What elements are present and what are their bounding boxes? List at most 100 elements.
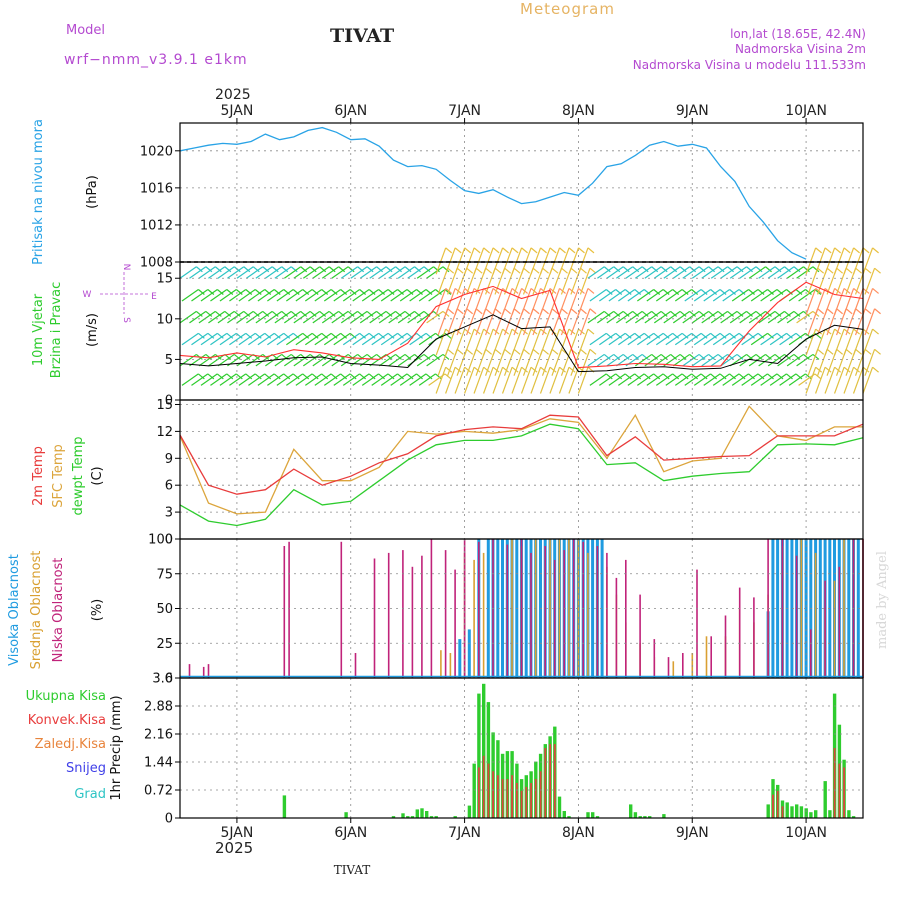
wind-barb-staff <box>843 247 855 275</box>
y-tick-label: 3 <box>165 506 173 521</box>
y-tick-label: 15 <box>156 272 173 287</box>
wind-barb-feather <box>245 289 253 295</box>
elevation-label: Nadmorska Visina 2m <box>735 42 866 56</box>
wind-barb-staff <box>655 373 674 386</box>
wind-barb-feather <box>679 310 687 317</box>
precip-bar-conv <box>772 794 774 818</box>
wind-barb-staff <box>777 266 795 279</box>
cloud-bar-low <box>596 546 599 678</box>
panel-frames <box>179 122 864 819</box>
cloud-panel: 0 25 50 75 100 Visoka Oblacnost Srednja Obla… <box>7 533 864 687</box>
cloud-bar-mid <box>800 539 803 678</box>
wind-barb-feather <box>700 289 708 295</box>
wind-barb-staff <box>796 353 814 367</box>
wind-barb-staff <box>314 332 332 346</box>
cloud-bar-low <box>838 566 841 678</box>
wind-barb-feather <box>845 267 853 274</box>
wind-barb-feather <box>330 373 338 380</box>
wind-barb-feather <box>338 353 346 360</box>
wind-barb-staff <box>464 366 475 394</box>
wind-barb-feather <box>494 348 502 355</box>
wind-barb-staff <box>653 310 672 324</box>
wind-barb-staff <box>435 328 447 356</box>
wind-barb-staff <box>333 373 351 386</box>
wind-barb-staff <box>399 289 417 302</box>
wind-barb-feather <box>395 266 402 273</box>
wind-barb-feather <box>672 332 680 339</box>
wind-barb-staff <box>701 310 719 324</box>
cloud-bar-low <box>572 539 575 678</box>
top-date-label: 9JAN <box>676 103 709 119</box>
precip-bars <box>282 683 856 818</box>
top-date-label: 6JAN <box>334 103 367 119</box>
wind-barb-feather <box>748 289 755 295</box>
wind-barb-feather <box>485 348 493 355</box>
wind-barb-feather <box>395 353 402 360</box>
wind-barb-feather <box>376 310 384 317</box>
cloud-bar-low <box>824 580 826 678</box>
top-date-axis: 5JAN 6JAN 7JAN 8JAN 9JAN 10JAN <box>220 103 827 123</box>
wind-barb-feather <box>423 353 431 360</box>
wind-barb-feather <box>540 366 547 373</box>
wind-barb-feather <box>719 289 727 295</box>
wind-barb-staff <box>568 247 580 275</box>
cloud-bar-high <box>600 539 604 678</box>
wind-barb-feather <box>874 267 881 274</box>
precip-frz-label: Zaledj.Kisa <box>35 737 106 752</box>
y-tick-label: 100 <box>148 533 173 548</box>
wind-barb-staff <box>712 373 730 386</box>
wind-barb-feather <box>561 267 568 274</box>
wind-barb-feather <box>387 332 395 339</box>
cloud-bar-low <box>188 664 191 678</box>
wind-barb-feather <box>613 353 621 360</box>
wind-barb-staff <box>577 247 589 275</box>
wind-barb-feather <box>765 310 772 317</box>
temperature-unit-label: (C) <box>90 466 105 485</box>
wind-barb-feather <box>483 247 491 254</box>
wind-barb-staff <box>558 366 570 394</box>
wind-barb-staff <box>473 288 485 315</box>
wind-barb-staff <box>862 288 874 315</box>
wind-barb-feather <box>736 353 744 360</box>
wind-barb-staff <box>210 289 228 302</box>
wind-barb-staff <box>843 366 855 394</box>
wind-barb-staff <box>255 266 273 279</box>
wind-barb-feather <box>864 348 872 355</box>
cloud-bar-mid <box>843 539 845 678</box>
wind-barb-feather <box>226 332 234 339</box>
y-tick-label: 1012 <box>140 218 173 233</box>
wind-barb-staff <box>682 266 700 279</box>
wind-barb-feather <box>834 366 842 373</box>
wind-barb-staff <box>589 373 607 386</box>
wind-barb-feather <box>397 289 404 295</box>
precip-bar-total <box>648 816 652 818</box>
wind-barb-feather <box>765 266 772 273</box>
wind-barb-staff <box>722 332 740 346</box>
cloud-bar-low <box>283 546 286 678</box>
wind-barb-staff <box>210 373 228 386</box>
cloud-bar-high <box>467 629 471 678</box>
wind-barb-feather <box>698 310 706 317</box>
wind-barb-feather <box>717 353 725 360</box>
wind-barb-staff <box>361 332 379 346</box>
precip-bar-conv <box>487 763 490 818</box>
wind-barb-feather <box>195 310 203 317</box>
wind-barb-feather <box>784 266 791 273</box>
y-tick-label: 0 <box>165 672 173 687</box>
precip-bar-total <box>851 816 856 818</box>
wind-barb-staff <box>665 373 683 386</box>
cloud-bar-high <box>818 539 822 678</box>
wind-barb-staff <box>342 289 360 302</box>
wind-barb-feather <box>523 308 530 315</box>
wind-barb-staff <box>767 310 785 324</box>
wind-barb-staff <box>217 353 235 367</box>
wind-barb-feather <box>226 373 234 380</box>
wind-barb-feather <box>613 310 621 317</box>
wind-barb-staff <box>805 288 817 315</box>
wind-barb-feather <box>757 289 765 295</box>
wind-barb-staff <box>181 289 199 302</box>
wind-barb-feather <box>311 289 319 295</box>
wind-barb-staff <box>238 332 256 346</box>
wind-barb-staff <box>674 373 693 386</box>
